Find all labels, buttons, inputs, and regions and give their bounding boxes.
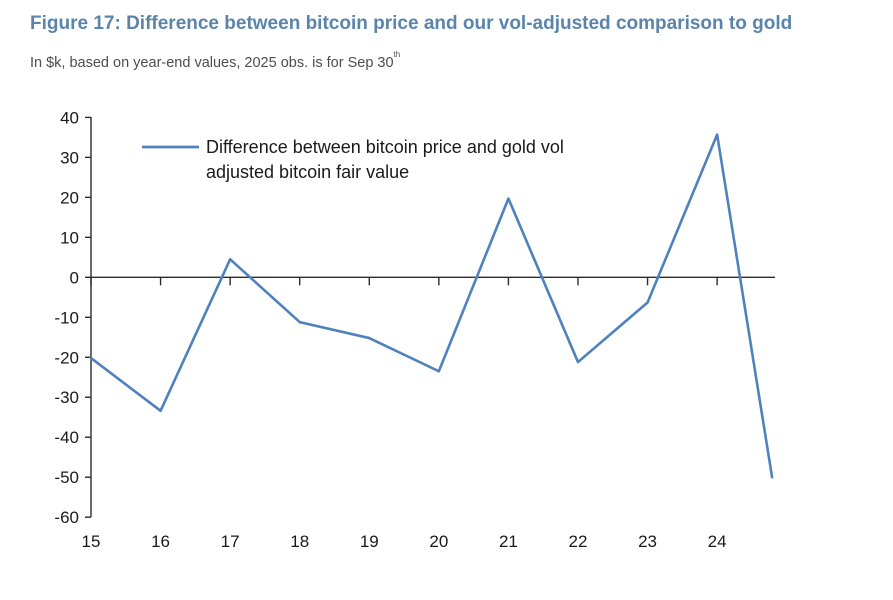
svg-text:-50: -50 bbox=[54, 468, 79, 487]
svg-text:-40: -40 bbox=[54, 428, 79, 447]
svg-text:40: 40 bbox=[60, 108, 79, 127]
svg-text:10: 10 bbox=[60, 228, 79, 247]
svg-text:-10: -10 bbox=[54, 308, 79, 327]
svg-text:18: 18 bbox=[290, 532, 309, 551]
svg-text:16: 16 bbox=[151, 532, 170, 551]
svg-text:30: 30 bbox=[60, 148, 79, 167]
svg-text:19: 19 bbox=[360, 532, 379, 551]
svg-text:20: 20 bbox=[60, 188, 79, 207]
svg-text:20: 20 bbox=[429, 532, 448, 551]
svg-text:-30: -30 bbox=[54, 388, 79, 407]
svg-text:24: 24 bbox=[708, 532, 727, 551]
svg-text:15: 15 bbox=[82, 532, 101, 551]
svg-text:21: 21 bbox=[499, 532, 518, 551]
svg-text:0: 0 bbox=[70, 268, 79, 287]
svg-text:23: 23 bbox=[638, 532, 657, 551]
svg-text:-60: -60 bbox=[54, 508, 79, 527]
svg-text:adjusted bitcoin fair value: adjusted bitcoin fair value bbox=[206, 162, 409, 182]
svg-text:-20: -20 bbox=[54, 348, 79, 367]
svg-text:17: 17 bbox=[221, 532, 240, 551]
svg-text:22: 22 bbox=[569, 532, 588, 551]
svg-text:Difference between bitcoin pri: Difference between bitcoin price and gol… bbox=[206, 137, 564, 157]
